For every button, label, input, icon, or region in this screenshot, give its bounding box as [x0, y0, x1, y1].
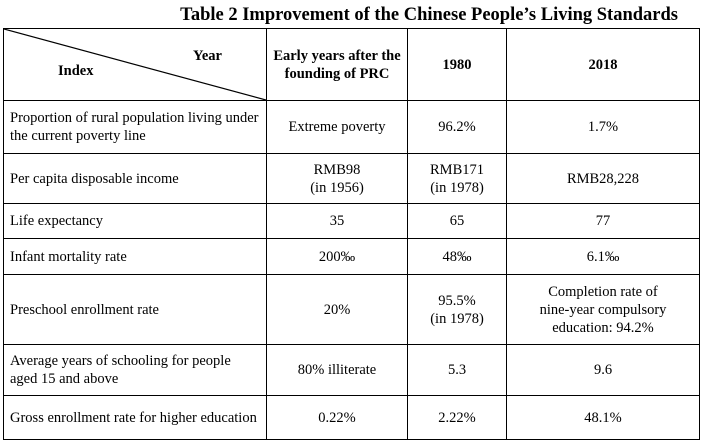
table-row: Infant mortality rate 200‰ 48‰ 6.1‰ — [3, 238, 700, 275]
cell-2018: RMB28,228 — [506, 153, 700, 204]
row-index-label: Infant mortality rate — [3, 238, 267, 275]
table-row: Per capita disposable income RMB98 (in 1… — [3, 153, 700, 204]
cell-1980: 95.5% (in 1978) — [407, 274, 507, 345]
cell-early: 80% illiterate — [266, 344, 408, 396]
cell-early: 0.22% — [266, 395, 408, 440]
header-corner-cell: Year Index — [3, 28, 267, 101]
cell-2018: 6.1‰ — [506, 238, 700, 275]
row-index-label: Proportion of rural population living un… — [3, 100, 267, 154]
living-standards-table: Year Index Early years after the foundin… — [3, 28, 700, 440]
table-row: Preschool enrollment rate 20% 95.5% (in … — [3, 274, 700, 345]
cell-1980: 2.22% — [407, 395, 507, 440]
row-index-label: Preschool enrollment rate — [3, 274, 267, 345]
table-row: Life expectancy 35 65 77 — [3, 203, 700, 239]
table-row: Average years of schooling for people ag… — [3, 344, 700, 396]
cell-2018: 9.6 — [506, 344, 700, 396]
header-index-label: Index — [58, 63, 94, 79]
row-index-label: Per capita disposable income — [3, 153, 267, 204]
table-row: Gross enrollment rate for higher educati… — [3, 395, 700, 440]
diagonal-divider — [4, 29, 266, 100]
cell-2018: 1.7% — [506, 100, 700, 154]
table-title: Table 2 Improvement of the Chinese Peopl… — [180, 5, 678, 25]
cell-1980: RMB171 (in 1978) — [407, 153, 507, 204]
column-header-1980: 1980 — [407, 28, 507, 101]
header-year-label: Year — [193, 48, 222, 64]
cell-early: Extreme poverty — [266, 100, 408, 154]
cell-1980: 65 — [407, 203, 507, 239]
cell-1980: 96.2% — [407, 100, 507, 154]
cell-2018: 77 — [506, 203, 700, 239]
column-header-early: Early years after the founding of PRC — [266, 28, 408, 101]
table-row: Proportion of rural population living un… — [3, 100, 700, 154]
cell-2018: 48.1% — [506, 395, 700, 440]
cell-early: 20% — [266, 274, 408, 345]
cell-early: 200‰ — [266, 238, 408, 275]
row-index-label: Gross enrollment rate for higher educati… — [3, 395, 267, 440]
cell-2018: Completion rate of nine-year compulsory … — [506, 274, 700, 345]
cell-1980: 48‰ — [407, 238, 507, 275]
cell-early: 35 — [266, 203, 408, 239]
row-index-label: Average years of schooling for people ag… — [3, 344, 267, 396]
cell-early: RMB98 (in 1956) — [266, 153, 408, 204]
header-row: Year Index Early years after the foundin… — [3, 28, 700, 101]
column-header-2018: 2018 — [506, 28, 700, 101]
row-index-label: Life expectancy — [3, 203, 267, 239]
cell-1980: 5.3 — [407, 344, 507, 396]
